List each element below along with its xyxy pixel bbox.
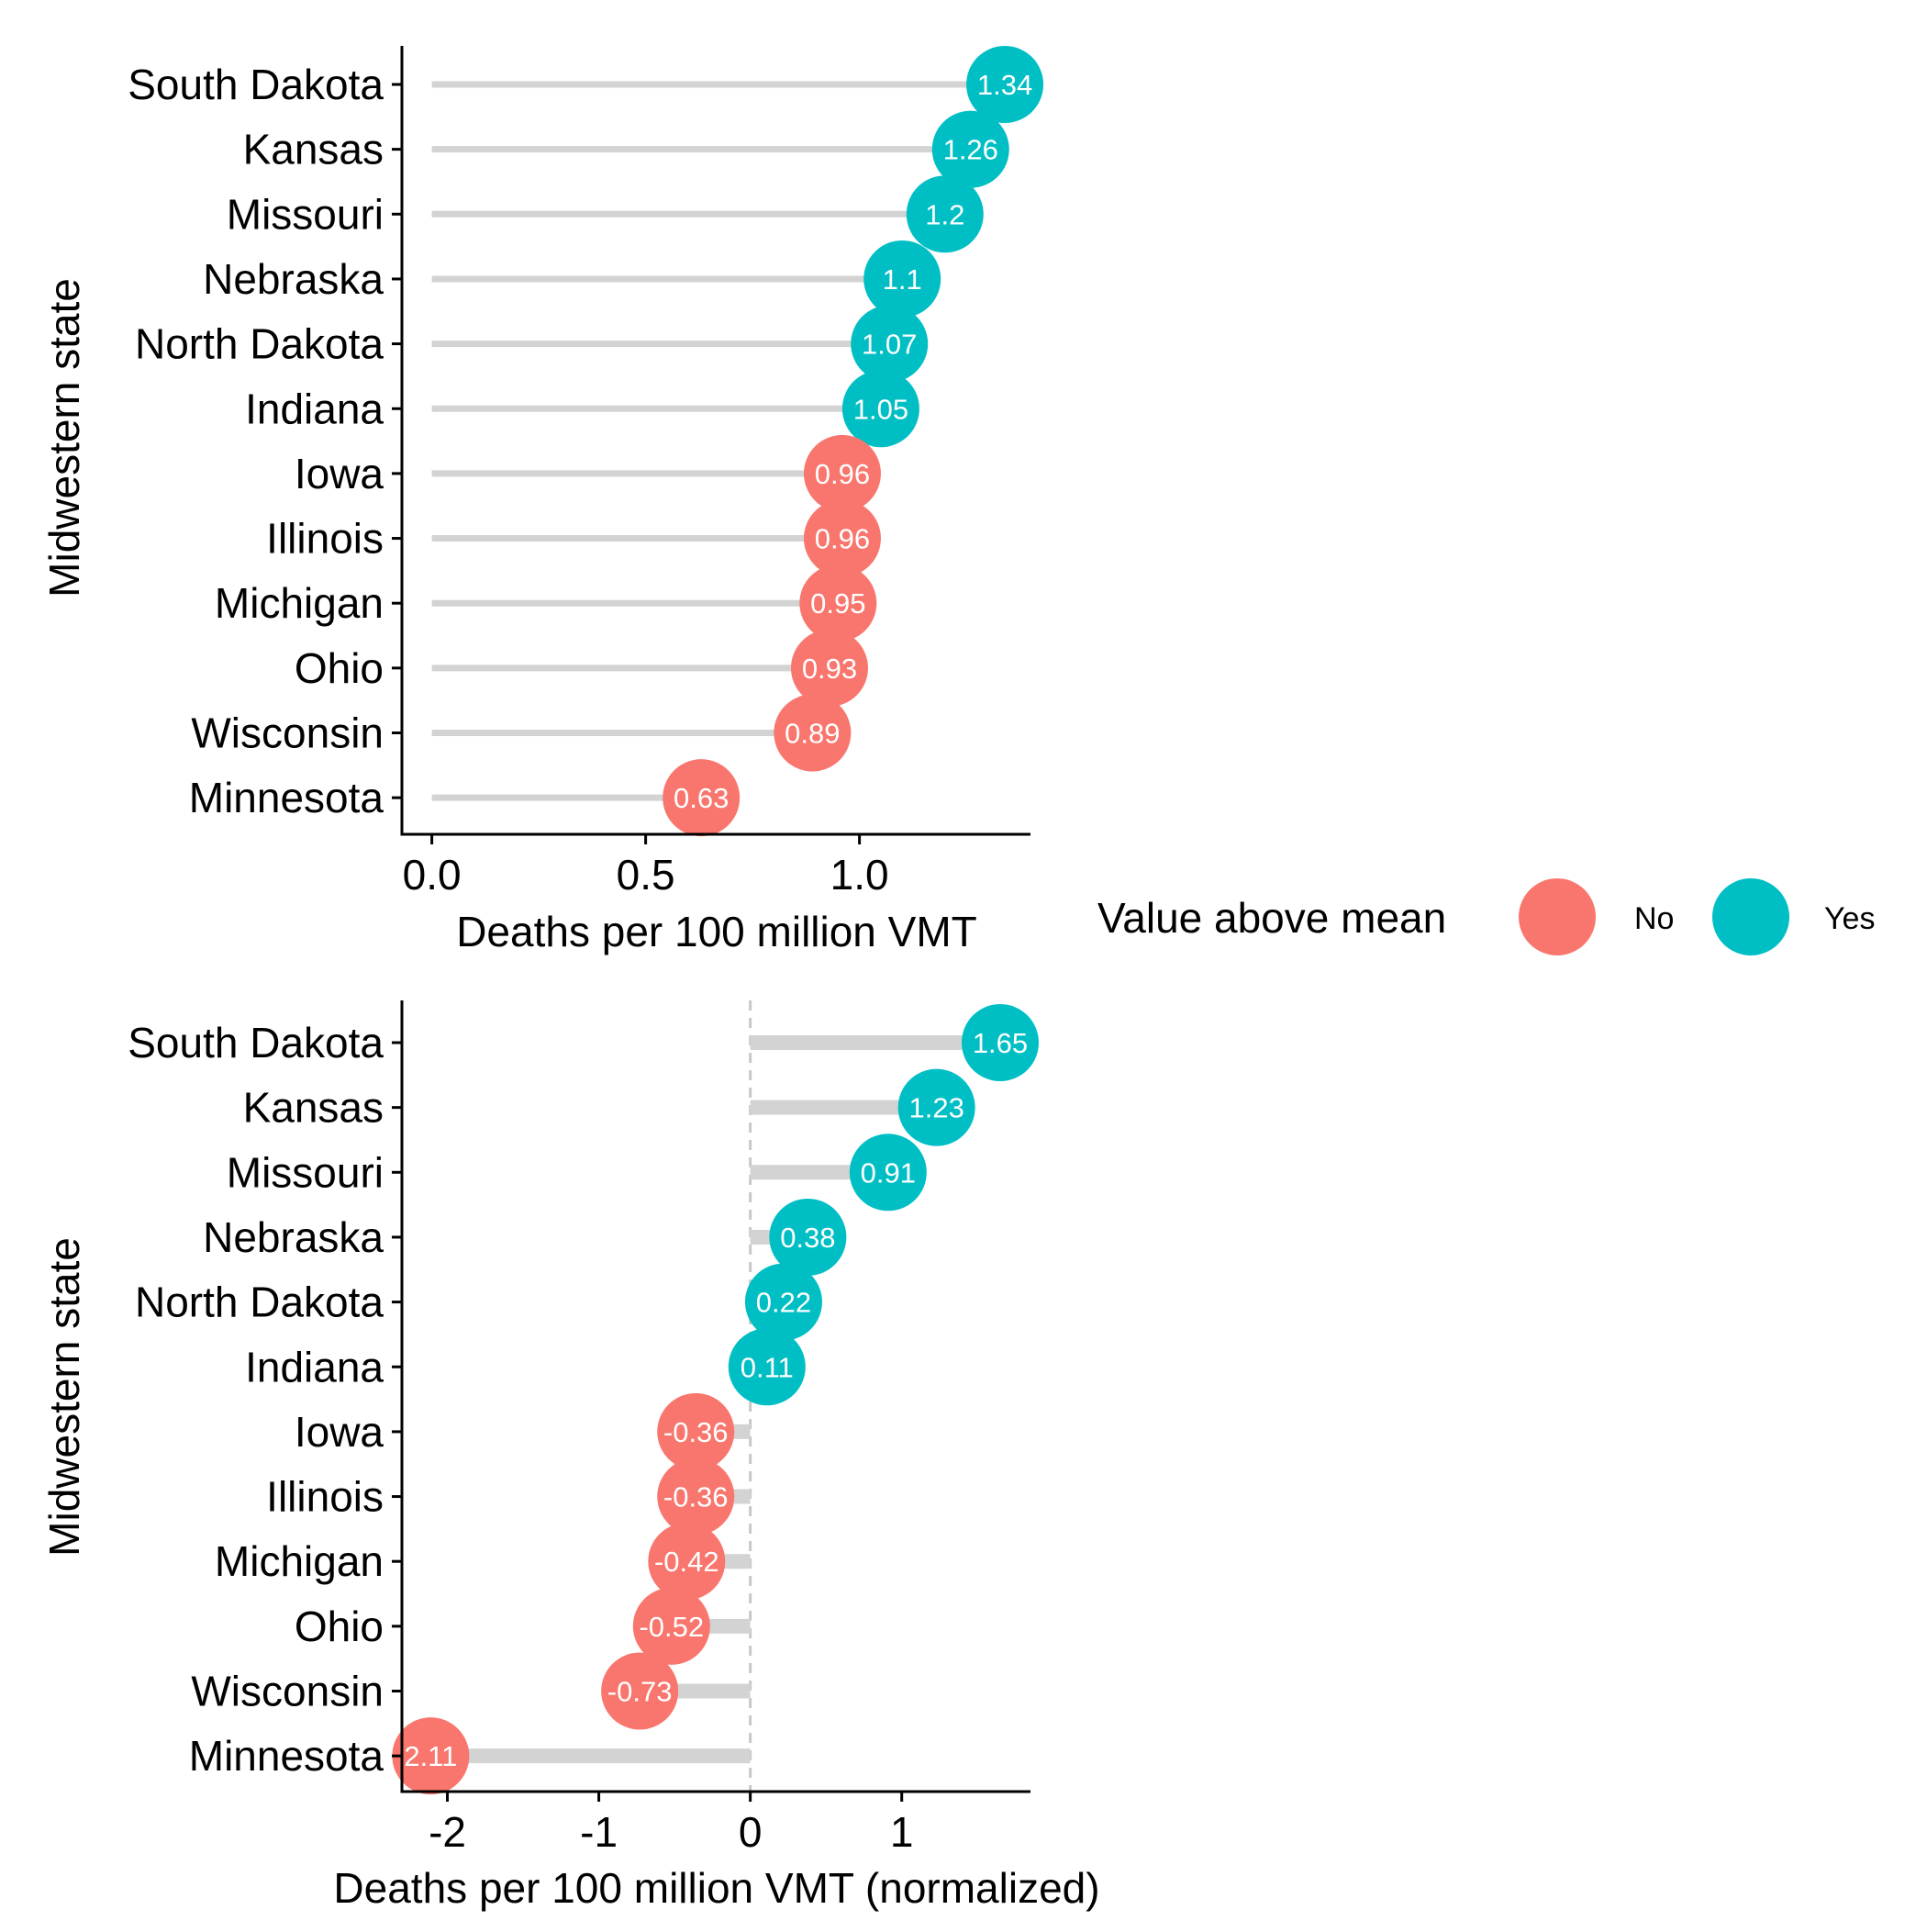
- y-tick-label: Kansas: [243, 1084, 384, 1132]
- y-tick-label: Kansas: [243, 126, 384, 173]
- lollipop-point: [841, 370, 919, 448]
- legend: Value above mean No Yes: [1097, 878, 1875, 955]
- lollipop-point: [657, 1457, 735, 1536]
- lollipop-point: [648, 1523, 726, 1601]
- point-value-label: 1.26: [943, 134, 998, 166]
- y-tick-label: Nebraska: [203, 1213, 384, 1261]
- y-tick-label: Ohio: [295, 1603, 384, 1650]
- y-tick-label: Indiana: [245, 385, 384, 432]
- y-tick-label: Wisconsin: [191, 709, 384, 757]
- point-value-label: 0.95: [810, 587, 865, 620]
- lollipop-point: [863, 240, 941, 318]
- y-tick-label: Michigan: [215, 579, 384, 627]
- point-value-label: 2.11: [404, 1740, 457, 1772]
- lollipop-point: [961, 1004, 1039, 1081]
- point-value-label: 0.96: [815, 458, 870, 490]
- x-tick-label: -2: [429, 1808, 466, 1856]
- lollipop-point: [632, 1587, 710, 1665]
- y-tick-label: Illinois: [266, 515, 384, 563]
- y-axis-title: Midwestern state: [40, 278, 88, 597]
- point-value-label: -0.36: [663, 1416, 729, 1448]
- y-tick-label: North Dakota: [135, 320, 384, 368]
- legend-label-yes: Yes: [1824, 901, 1875, 936]
- y-tick-label: Wisconsin: [191, 1668, 384, 1715]
- point-value-label: 0.63: [674, 782, 729, 814]
- x-tick-label: 0.0: [403, 851, 462, 899]
- point-value-label: -0.52: [639, 1611, 704, 1643]
- y-tick-label: Iowa: [295, 450, 384, 497]
- point-value-label: 0.11: [741, 1351, 794, 1383]
- lollipop-point: [851, 305, 929, 383]
- point-value-label: 1.07: [862, 329, 917, 361]
- y-tick-label: Illinois: [266, 1473, 384, 1521]
- lollipop-point: [728, 1328, 806, 1406]
- point-value-label: 0.96: [815, 523, 870, 555]
- point-value-label: 0.89: [785, 718, 840, 750]
- y-axis-title: Midwestern state: [40, 1237, 88, 1557]
- point-value-label: 0.93: [802, 653, 857, 685]
- legend-key-no: [1519, 878, 1596, 955]
- lollipop-point: [897, 1068, 975, 1146]
- lollipop-point: [790, 629, 868, 707]
- legend-title: Value above mean: [1097, 894, 1446, 942]
- point-value-label: 1.05: [853, 393, 908, 425]
- lollipop-point: [799, 564, 877, 642]
- x-tick-label: 1: [890, 1808, 914, 1856]
- point-value-label: 0.91: [861, 1156, 916, 1189]
- lollipop-point: [769, 1198, 847, 1276]
- y-tick-label: Iowa: [295, 1408, 384, 1456]
- lollipop-point: [803, 499, 881, 577]
- y-tick-label: North Dakota: [135, 1279, 384, 1326]
- y-tick-label: Missouri: [227, 1148, 384, 1196]
- point-value-label: 1.65: [973, 1027, 1028, 1059]
- point-value-label: 1.2: [925, 198, 964, 230]
- lollipop-point: [931, 110, 1009, 188]
- lollipop-point: [849, 1134, 927, 1212]
- x-tick-label: 0.5: [617, 851, 675, 899]
- x-tick-label: 1.0: [830, 851, 889, 899]
- point-value-label: 0.22: [756, 1287, 811, 1319]
- lollipop-point: [657, 1392, 735, 1470]
- lollipop-point: [906, 175, 984, 253]
- y-tick-label: Minnesota: [189, 774, 384, 821]
- point-value-label: -0.42: [654, 1546, 719, 1578]
- legend-key-yes: [1712, 878, 1789, 955]
- x-tick-label: 0: [739, 1808, 763, 1856]
- lollipop-point: [744, 1263, 822, 1341]
- point-value-label: 1.34: [977, 69, 1032, 101]
- y-tick-label: Michigan: [215, 1537, 384, 1585]
- lollipop-point: [966, 46, 1044, 123]
- y-tick-label: Minnesota: [189, 1732, 384, 1780]
- y-tick-label: South Dakota: [128, 61, 384, 108]
- x-axis-title: Deaths per 100 million VMT: [456, 908, 977, 955]
- y-tick-label: Nebraska: [203, 255, 384, 303]
- point-value-label: 1.1: [883, 263, 922, 296]
- point-value-label: 0.38: [780, 1222, 835, 1254]
- x-tick-label: -1: [580, 1808, 618, 1856]
- y-tick-label: South Dakota: [128, 1019, 384, 1067]
- lollipop-point: [803, 434, 881, 512]
- lollipop-point: [774, 694, 852, 772]
- top-panel: 1.34 1.26 1.2 1.1 1.07 1.05 0.96 0.96 0.95 0.93 0.…: [40, 46, 1044, 955]
- y-tick-label: Indiana: [245, 1343, 384, 1390]
- lollipop-point: [601, 1652, 679, 1730]
- y-tick-label: Missouri: [227, 190, 384, 238]
- legend-label-no: No: [1634, 901, 1674, 936]
- lollipop-point: [663, 759, 741, 837]
- bottom-panel: 1.65 1.23 0.91 0.38 0.22 0.11 -0.36 -0.36 -0.42 -…: [40, 1000, 1100, 1912]
- point-value-label: -0.73: [607, 1676, 673, 1708]
- lollipop-point: [392, 1717, 470, 1795]
- point-value-label: -0.36: [663, 1481, 729, 1513]
- x-axis-title: Deaths per 100 million VMT (normalized): [333, 1864, 1099, 1912]
- point-value-label: 1.23: [908, 1092, 964, 1124]
- y-tick-label: Ohio: [295, 644, 384, 692]
